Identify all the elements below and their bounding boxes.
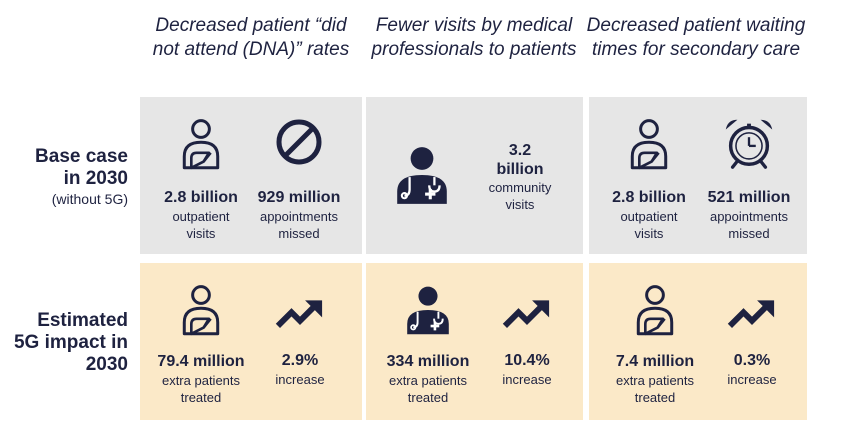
stat-value: 79.4 million [157,353,245,370]
impact-increase-visits: 10.4% increase [472,297,582,388]
stat-desc: outpatient visits [620,209,678,241]
row-label-impact: Estimated 5G impact in 2030 [13,310,128,375]
doctor-icon [402,284,454,336]
impact-increase-dna: 2.9% increase [245,297,355,388]
column-heading-visits: Fewer visits by medical professionals to… [371,15,577,60]
patient-icon [627,116,671,172]
base-community-doctor-icon-cell [382,144,462,206]
base-appointments-missed-waiting: 521 million appointments missed [694,114,804,242]
base-community-visits: 3.2 billion community visits [470,141,570,213]
stat-desc: extra patients treated [615,373,695,405]
stat-desc: extra patients treated [161,373,241,405]
panel-impact-waiting [589,263,807,420]
doctor-icon [391,144,453,206]
stat-value: 2.9% [281,352,319,369]
stat-value: 7.4 million [615,353,695,370]
base-outpatient-dna: 2.8 billion outpatient visits [146,116,256,242]
column-heading-dna: Decreased patient “did not attend (DNA)”… [152,15,350,60]
trend-up-icon [726,297,778,331]
prohibited-icon [274,117,324,167]
stat-value: 521 million [707,189,791,206]
trend-up-icon [501,297,553,331]
base-appointments-missed-dna: 929 million appointments missed [244,117,354,242]
trend-up-icon [274,297,326,331]
stat-desc: increase [275,372,325,387]
stat-value: 10.4% [504,352,550,369]
panel-impact-dna [140,263,362,420]
stat-value: 0.3% [733,352,771,369]
panel-base-visits [366,97,583,254]
impact-extra-patients-visits: 334 million extra patients treated [373,284,483,406]
panel-base-dna [140,97,362,254]
patient-icon [633,282,677,338]
row-label-base-sub: (without 5G) [51,191,128,207]
stat-desc: appointments missed [259,209,339,241]
impact-increase-waiting: 0.3% increase [697,297,807,388]
stat-value: 334 million [386,353,470,370]
alarm-clock-icon [720,114,778,172]
impact-extra-patients-waiting: 7.4 million extra patients treated [600,282,710,406]
stat-desc: outpatient visits [172,209,230,241]
row-label-base-text: Base case in 2030 [35,146,128,189]
patient-icon [179,282,223,338]
column-heading-waiting: Decreased patient waiting times for seco… [586,15,806,60]
stat-desc: increase [502,372,552,387]
panel-base-waiting [589,97,807,254]
stat-value: 2.8 billion [164,189,238,206]
base-outpatient-waiting: 2.8 billion outpatient visits [594,116,704,242]
stat-desc: community visits [488,180,552,212]
stat-value: 3.2 billion [496,142,544,178]
stat-value: 929 million [257,189,341,206]
patient-icon [179,116,223,172]
stat-desc: extra patients treated [388,373,468,405]
row-label-base: Base case in 2030 (without 5G) [18,146,128,208]
stat-desc: appointments missed [709,209,789,241]
panel-impact-visits [366,263,583,420]
impact-extra-patients-dna: 79.4 million extra patients treated [146,282,256,406]
stat-desc: increase [727,372,777,387]
stat-value: 2.8 billion [612,189,686,206]
